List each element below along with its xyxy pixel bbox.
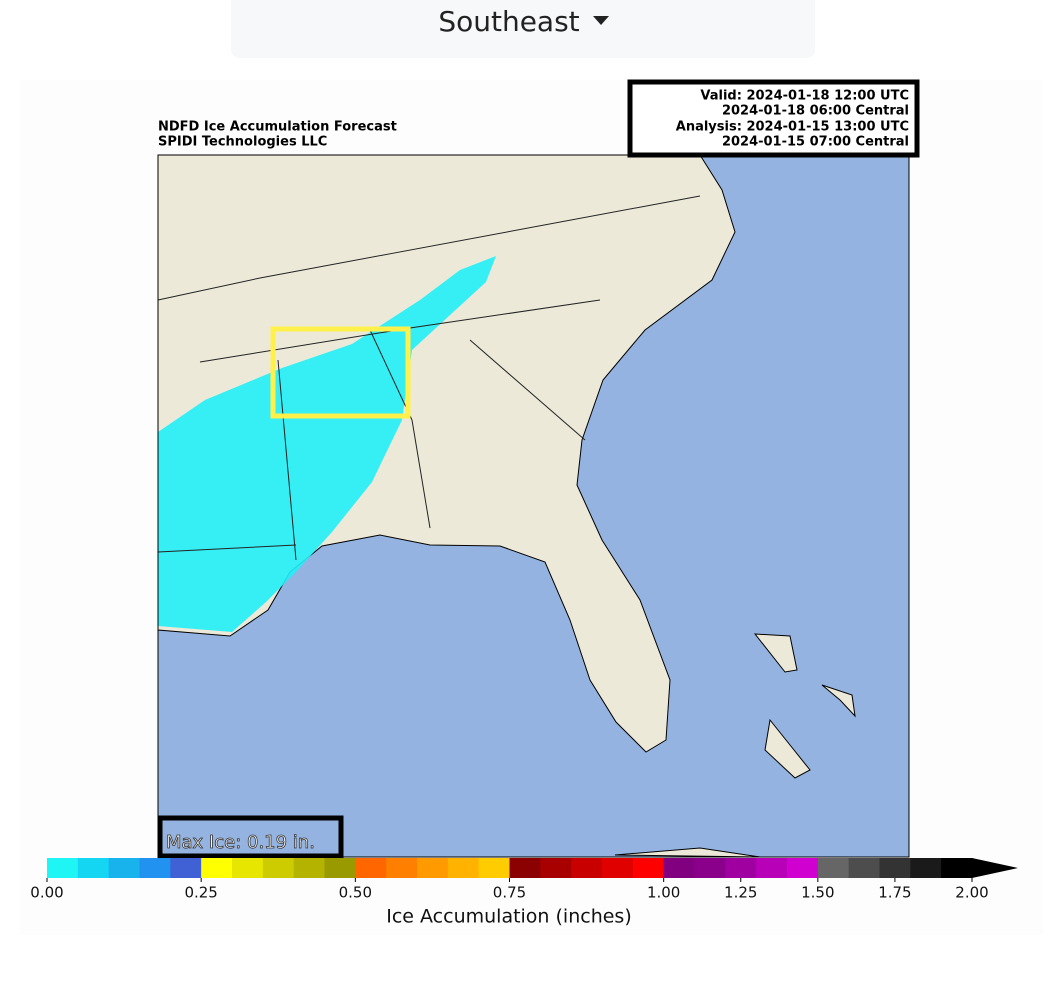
colorbar-tick-label: 0.00 xyxy=(30,884,63,902)
colorbar-segment xyxy=(293,858,325,878)
colorbar-segment xyxy=(108,858,140,878)
dropdown-label: Southeast xyxy=(438,5,579,38)
colorbar-segment xyxy=(910,858,942,878)
colorbar-extend xyxy=(972,858,1018,878)
colorbar-segment xyxy=(632,858,665,878)
dropdown-bg xyxy=(231,0,815,58)
colorbar-tick-label: 1.75 xyxy=(878,884,911,902)
colorbar-tick-label: 0.75 xyxy=(493,884,526,902)
colorbar-segment xyxy=(725,858,757,878)
caret xyxy=(593,16,609,25)
colorbar-segment xyxy=(386,858,418,878)
colorbar-segment xyxy=(170,858,202,878)
ice-area xyxy=(158,256,496,632)
max-ice-box xyxy=(157,815,344,859)
max-ice-label: Max Ice: 0.19 in. xyxy=(166,832,315,853)
colorbar: 0.00 0.25 0.50 0.75 1.00 1.25 1.50 1.75 2.00 xyxy=(30,858,1018,902)
colorbar-segment xyxy=(417,858,449,878)
colorbar-segment xyxy=(324,858,356,878)
colorbar-tick-label: 0.50 xyxy=(339,884,372,902)
colorbar-segment xyxy=(478,858,510,878)
analysis-line: Analysis: 2024-01-15 13:00 UTC xyxy=(676,120,909,135)
valid-line: Valid: 2024-01-18 12:00 UTC xyxy=(700,89,909,104)
colorbar-segment xyxy=(447,858,480,878)
colorbar-segment xyxy=(694,858,726,878)
colorbar-segment xyxy=(139,858,171,878)
colorbar-segment xyxy=(77,858,110,878)
map-frame xyxy=(157,154,910,858)
colorbar-tick-label: 0.25 xyxy=(184,884,217,902)
colorbar-segment xyxy=(47,858,79,878)
colorbar-tick-label: 1.25 xyxy=(724,884,757,902)
colorbar-segment xyxy=(232,858,264,878)
colorbar-tick-label: 1.00 xyxy=(647,884,680,902)
colorbar-segment xyxy=(355,858,387,878)
region-dropdown[interactable]: Southeast xyxy=(231,0,815,58)
valid-box xyxy=(627,79,920,158)
analysis-line: 2024-01-15 07:00 Central xyxy=(722,135,909,150)
colorbar-segment xyxy=(201,858,233,878)
colorbar-segment xyxy=(879,858,911,878)
valid-line: 2024-01-18 06:00 Central xyxy=(722,104,909,119)
colorbar-segment xyxy=(262,858,295,878)
map-title: NDFD Ice Accumulation Forecast xyxy=(158,120,397,135)
colorbar-tick-label: 2.00 xyxy=(955,884,988,902)
state-lines xyxy=(157,195,701,561)
colorbar-tick-label: 1.50 xyxy=(801,884,834,902)
islands xyxy=(614,633,856,858)
colorbar-segment xyxy=(602,858,634,878)
colorbar-segment xyxy=(663,858,695,878)
colorbar-segment xyxy=(848,858,880,878)
colorbar-segment xyxy=(571,858,603,878)
colorbar-segment xyxy=(941,858,973,878)
colorbar-segment xyxy=(756,858,788,878)
colorbar-segment xyxy=(540,858,572,878)
map xyxy=(157,154,910,858)
colorbar-segment xyxy=(787,858,819,878)
colorbar-segment xyxy=(817,858,850,878)
highlight-box xyxy=(270,326,411,419)
map-subtitle: SPIDI Technologies LLC xyxy=(158,135,327,150)
colorbar-segment xyxy=(509,858,541,878)
colorbar-label: Ice Accumulation (inches) xyxy=(386,906,632,928)
